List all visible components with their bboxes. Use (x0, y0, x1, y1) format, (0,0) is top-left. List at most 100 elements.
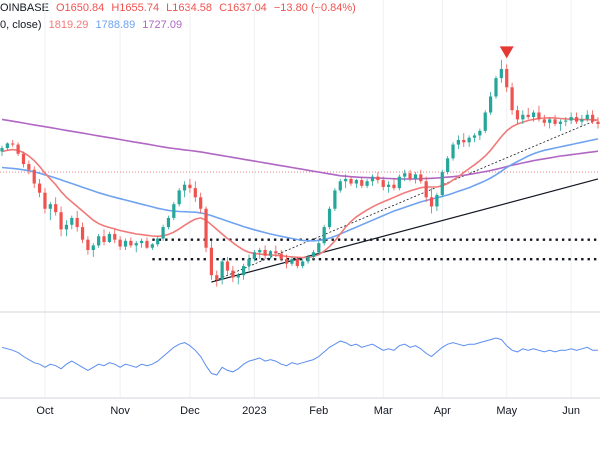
candle-11 (59, 206, 63, 237)
candle-body-60 (322, 227, 326, 244)
trendline-solid (211, 178, 599, 283)
candle-63 (338, 178, 342, 193)
time-axis: Oct Nov Dec 2023 Feb Mar Apr May Jun (36, 405, 580, 417)
x-tick-label-7: May (496, 405, 517, 417)
candle-100 (537, 105, 541, 122)
candle-41 (220, 259, 224, 285)
candle-67 (360, 176, 364, 189)
candle-104 (558, 119, 563, 131)
candle-body-93 (499, 68, 503, 79)
candle-body-82 (440, 172, 444, 195)
candle-22 (118, 236, 122, 250)
candle-body-108 (580, 119, 584, 122)
candle-73 (392, 178, 396, 191)
candle-86 (462, 133, 466, 147)
candle-18 (97, 233, 101, 248)
candle-body-89 (478, 130, 482, 136)
candle-32 (172, 201, 176, 221)
candle-36 (193, 181, 197, 202)
candle-58 (311, 250, 316, 260)
candle-103 (553, 114, 557, 127)
candle-body-45 (242, 266, 246, 276)
candle-body-24 (129, 240, 133, 246)
candle-body-17 (91, 245, 95, 250)
candle-77 (413, 172, 418, 184)
candle-111 (596, 117, 600, 129)
candle-12 (64, 220, 69, 237)
candle-body-61 (327, 208, 332, 228)
candle-body-15 (80, 227, 85, 240)
candle-80 (429, 188, 434, 214)
candle-body-40 (215, 275, 219, 280)
candle-81 (435, 192, 439, 212)
candle-body-9 (48, 204, 52, 209)
candle-29 (156, 236, 160, 247)
candle-body-22 (118, 239, 122, 247)
candle-body-8 (43, 192, 47, 209)
candle-body-92 (494, 78, 498, 97)
symbol-label: OINBASE (0, 2, 49, 14)
candle-53 (284, 254, 289, 269)
candle-74 (397, 174, 401, 191)
candle-body-94 (505, 68, 509, 88)
candle-body-81 (435, 195, 439, 207)
candle-body-51 (274, 251, 278, 254)
candle-body-83 (446, 158, 450, 173)
candle-body-20 (107, 233, 111, 242)
candle-body-30 (161, 227, 165, 239)
candle-body-103 (553, 119, 557, 124)
x-tick-label-5: Mar (374, 405, 393, 417)
candle-60 (322, 224, 326, 246)
candle-body-7 (37, 183, 42, 193)
candle-95 (510, 82, 514, 115)
candle-75 (403, 169, 407, 182)
candle-79 (424, 176, 428, 202)
candle-body-34 (182, 184, 187, 191)
ma-mid-value: 1788.89 (95, 19, 136, 31)
candle-body-55 (295, 259, 299, 267)
candle-106 (569, 112, 573, 124)
candle-30 (161, 224, 165, 241)
candle-59 (317, 240, 321, 255)
candle-body-31 (166, 217, 171, 228)
candle-body-62 (333, 190, 337, 209)
candle-102 (548, 117, 552, 129)
candle-99 (531, 110, 536, 122)
candle-91 (489, 91, 493, 115)
candle-38 (204, 206, 208, 253)
candle-body-64 (344, 178, 348, 182)
candle-5 (27, 160, 31, 175)
candle-85 (456, 135, 461, 150)
candle-body-10 (54, 204, 58, 213)
candle-body-99 (531, 112, 536, 118)
candle-body-58 (311, 252, 316, 257)
candle-39 (209, 240, 214, 280)
candle-23 (123, 238, 128, 250)
candle-body-73 (392, 184, 396, 189)
candle-21 (113, 229, 117, 244)
candle-body-68 (365, 181, 369, 186)
candle-body-4 (21, 153, 26, 165)
candle-0 (0, 145, 4, 157)
candle-body-52 (279, 253, 283, 260)
candle-body-65 (349, 178, 353, 184)
candle-body-27 (145, 240, 149, 248)
candle-68 (365, 178, 369, 189)
candle-98 (526, 107, 530, 120)
candle-4 (21, 151, 26, 168)
candle-body-111 (596, 121, 600, 124)
candle-body-13 (70, 217, 74, 225)
candle-body-84 (451, 144, 455, 159)
candle-body-69 (370, 176, 375, 182)
candle-37 (199, 192, 203, 214)
candle-6 (32, 166, 36, 189)
candle-body-101 (542, 119, 546, 123)
ma-slow-value: 1727.09 (142, 19, 183, 31)
candle-body-18 (97, 236, 101, 246)
candle-body-48 (258, 250, 262, 253)
candle-body-44 (236, 275, 240, 278)
candle-body-49 (263, 250, 267, 256)
candle-46 (247, 254, 251, 271)
candle-body-75 (403, 173, 407, 177)
